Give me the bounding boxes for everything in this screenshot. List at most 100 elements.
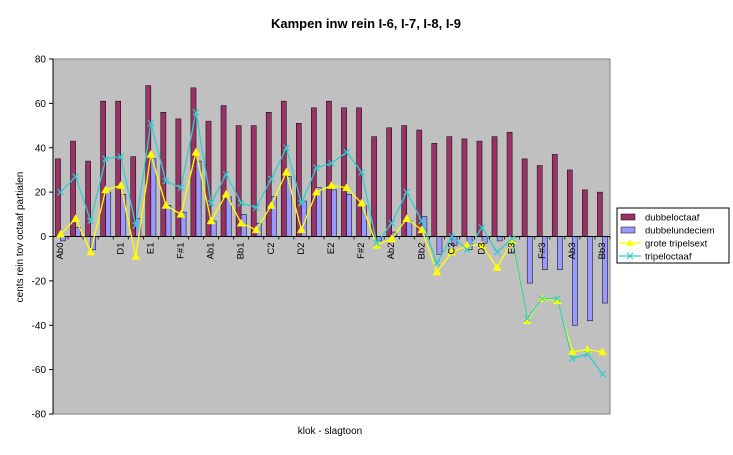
x-tick-label-Ab3: Ab3: [567, 243, 578, 260]
x-tick-label-Ab1: Ab1: [206, 243, 217, 260]
bar-dubbeloctaaf-8: [175, 118, 182, 237]
point-tripeloctaaf-22: [388, 219, 396, 227]
point-grote-tripelsext-35: [582, 345, 592, 353]
x-tick-label-D2: D2: [296, 243, 307, 255]
y-tick-label-20: 20: [35, 188, 47, 199]
bar-dubbelundeciem-25: [436, 236, 443, 255]
point-tripeloctaaf-34: [568, 355, 576, 362]
x-tick-label-Bb3: Bb3: [597, 243, 608, 260]
x-tick-label-F#2: F#2: [356, 243, 367, 259]
point-grote-tripelsext-7: [161, 200, 171, 209]
point-tripeloctaaf-0: [57, 188, 64, 196]
y-tick-label-80: 80: [35, 55, 47, 66]
point-tripeloctaaf-21: [373, 239, 381, 247]
chart-title: Kampen inw rein I-6, I-7, I-8, I-9: [271, 16, 461, 31]
legend-swatch-dubbelundeciem: [620, 226, 636, 234]
point-tripeloctaaf-20: [358, 168, 366, 176]
point-tripeloctaaf-5: [132, 221, 140, 229]
markers-layer: [56, 108, 607, 378]
bar-dubbeloctaaf-13: [250, 125, 257, 237]
bar-dubbeloctaaf-14: [265, 112, 272, 237]
bar-dubbeloctaaf-34: [567, 169, 573, 237]
bar-dubbeloctaaf-27: [461, 138, 468, 237]
point-tripeloctaaf-2: [87, 217, 95, 225]
point-tripeloctaaf-23: [403, 188, 411, 196]
bar-dubbeloctaaf-26: [446, 136, 453, 237]
point-grote-tripelsext-34: [567, 347, 577, 356]
point-tripeloctaaf-1: [72, 173, 80, 181]
point-grote-tripelsext-12: [236, 218, 246, 227]
point-tripeloctaaf-28: [478, 224, 486, 232]
bar-dubbeloctaaf-19: [341, 107, 347, 237]
y-tick-label-0: 0: [40, 232, 46, 243]
point-grote-tripelsext-16: [296, 225, 306, 234]
point-grote-tripelsext-17: [312, 187, 321, 196]
point-tripeloctaaf-17: [313, 164, 320, 172]
point-grote-tripelsext-20: [357, 198, 367, 207]
point-tripeloctaaf-36: [599, 370, 606, 378]
x-tick-label-E1: E1: [145, 243, 156, 255]
x-tick-label-Ab2: Ab2: [386, 243, 397, 260]
point-tripeloctaaf-4: [117, 153, 125, 161]
bar-dubbeloctaaf-29: [491, 136, 498, 237]
point-grote-tripelsext-22: [387, 234, 397, 242]
legend-label-dubbelundeciem: dubbelundeciem: [645, 226, 715, 237]
bar-dubbeloctaaf-28: [476, 140, 483, 237]
point-grote-tripelsext-10: [206, 216, 216, 225]
bar-dubbeloctaaf-33: [551, 154, 558, 237]
y-axis: -80 -60 -40 -20 0 20 40 60 80: [32, 55, 54, 421]
bar-dubbeloctaaf-2: [85, 160, 91, 237]
y-tick-label-40: 40: [35, 143, 47, 154]
bar-dubbelundeciem-15: [286, 176, 292, 237]
x-tick-label-E2: E2: [326, 243, 337, 255]
legend-box: [616, 207, 730, 264]
point-tripeloctaaf-11: [222, 170, 230, 178]
point-tripeloctaaf-18: [328, 159, 335, 167]
point-grote-tripelsext-15: [281, 167, 291, 176]
bar-dubbelundeciem-18: [331, 189, 337, 237]
point-grote-tripelsext-14: [266, 200, 276, 209]
point-grote-tripelsext-13: [251, 225, 261, 234]
point-tripeloctaaf-9: [192, 108, 200, 116]
point-tripeloctaaf-26: [448, 233, 456, 240]
legend-label-grote-tripelsext: grote tripelsext: [645, 239, 708, 250]
bar-dubbeloctaaf-30: [506, 131, 513, 237]
point-grote-tripelsext-0: [56, 229, 65, 238]
point-grote-tripelsext-2: [86, 247, 96, 256]
point-tripeloctaaf-3: [102, 155, 110, 163]
bar-dubbeloctaaf-25: [431, 143, 438, 237]
y-tick-label--80: -80: [32, 410, 47, 421]
bar-dubbelundeciem-33: [557, 236, 563, 271]
point-tripeloctaaf-24: [418, 217, 426, 225]
point-tripeloctaaf-27: [463, 246, 471, 254]
y-tick-label--40: -40: [32, 321, 47, 332]
point-tripeloctaaf-30: [508, 235, 516, 243]
bar-dubbelundeciem-29: [496, 236, 503, 242]
y-axis-title: cents rein tov octaaf partialen: [15, 172, 26, 303]
legend-label-tripeloctaaf: tripeloctaaf: [645, 252, 692, 263]
point-tripeloctaaf-16: [297, 199, 305, 207]
point-tripeloctaaf-12: [237, 199, 245, 207]
x-tick-label-F#3: F#3: [537, 243, 548, 259]
x-tick-label-C3: C3: [446, 243, 457, 255]
point-grote-tripelsext-27: [462, 240, 472, 249]
point-grote-tripelsext-24: [417, 225, 427, 234]
bar-dubbeloctaaf-32: [536, 165, 543, 237]
point-tripeloctaaf-35: [583, 350, 591, 358]
point-tripeloctaaf-8: [177, 184, 185, 192]
x-axis: Ab0 D1 E1 F#1 Ab1 Bb1 C2 D2 E2 F#2 Ab2 Bb2 C3 D3 E3 F#3…: [52, 236, 611, 260]
point-tripeloctaaf-19: [343, 148, 350, 156]
bar-dubbelundeciem-3: [105, 191, 112, 237]
point-tripeloctaaf-33: [553, 295, 561, 303]
bar-dubbelundeciem-19: [346, 194, 352, 237]
x-tick-label-E3: E3: [507, 243, 518, 255]
point-grote-tripelsext-3: [101, 185, 111, 194]
bar-dubbelundeciem-7: [165, 205, 172, 237]
point-grote-tripelsext-6: [146, 149, 156, 158]
point-grote-tripelsext-9: [191, 147, 201, 156]
legend-marker-grote-tripelsext: [626, 239, 634, 246]
bar-dubbelundeciem-35: [587, 236, 593, 322]
point-tripeloctaaf-13: [252, 204, 260, 212]
legend-label-dubbeloctaaf: dubbeloctaaf: [645, 213, 700, 224]
